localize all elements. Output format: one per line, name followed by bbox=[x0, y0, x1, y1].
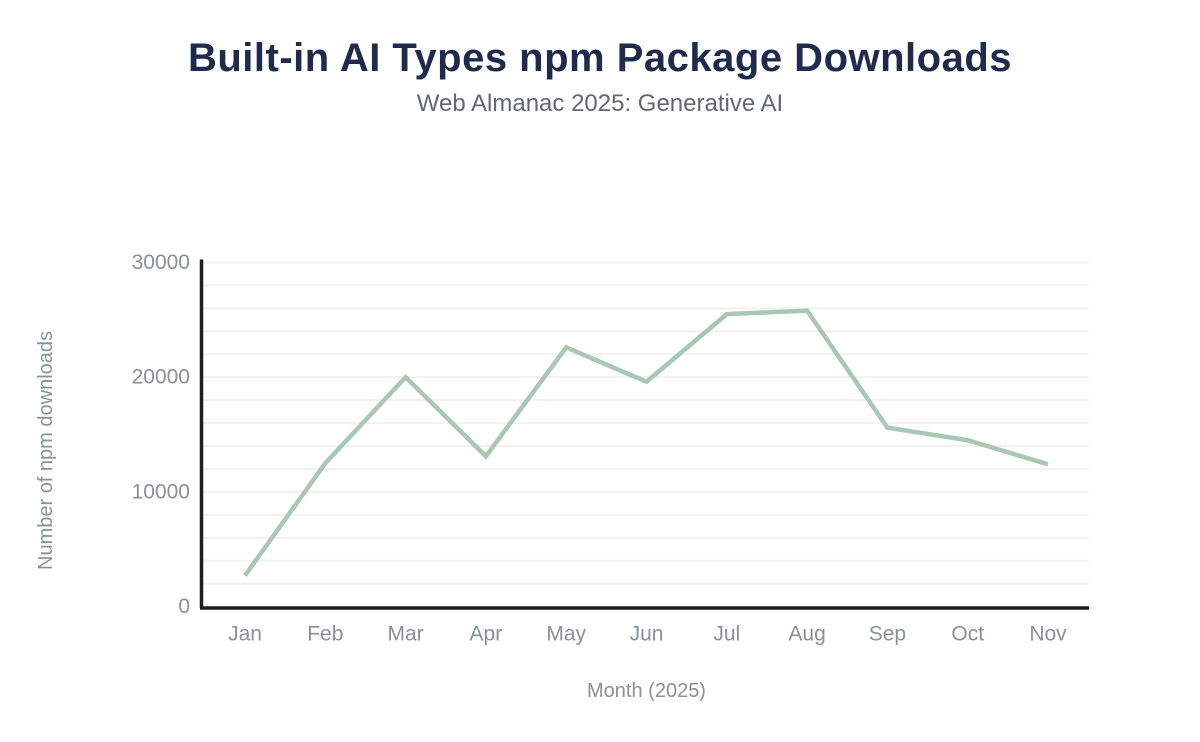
x-tick-label-jun: Jun bbox=[630, 623, 664, 646]
y-tick-label-10000: 10000 bbox=[132, 480, 190, 503]
x-axis-title: Month (2025) bbox=[587, 680, 706, 702]
y-tick-label-30000: 30000 bbox=[132, 251, 190, 274]
x-tick-label-oct: Oct bbox=[951, 623, 984, 646]
x-tick-label-feb: Feb bbox=[307, 623, 343, 646]
chart-subtitle: Web Almanac 2025: Generative AI bbox=[416, 90, 784, 117]
y-tick-label-0: 0 bbox=[178, 595, 190, 618]
x-tick-label-may: May bbox=[546, 623, 586, 646]
y-tick-label-20000: 20000 bbox=[132, 366, 190, 389]
x-tick-label-sep: Sep bbox=[869, 623, 906, 646]
x-tick-label-aug: Aug bbox=[788, 623, 825, 646]
x-tick-label-nov: Nov bbox=[1029, 623, 1067, 646]
x-tick-label-apr: Apr bbox=[470, 623, 503, 646]
x-tick-label-jul: Jul bbox=[713, 623, 740, 646]
y-axis-title: Number of npm downloads bbox=[35, 331, 57, 570]
x-tick-label-mar: Mar bbox=[388, 623, 424, 646]
series-line-npm-downloads bbox=[243, 308, 1049, 577]
chart-title: Built-in AI Types npm Package Downloads bbox=[187, 36, 1013, 80]
x-tick-label-jan: Jan bbox=[228, 623, 262, 646]
